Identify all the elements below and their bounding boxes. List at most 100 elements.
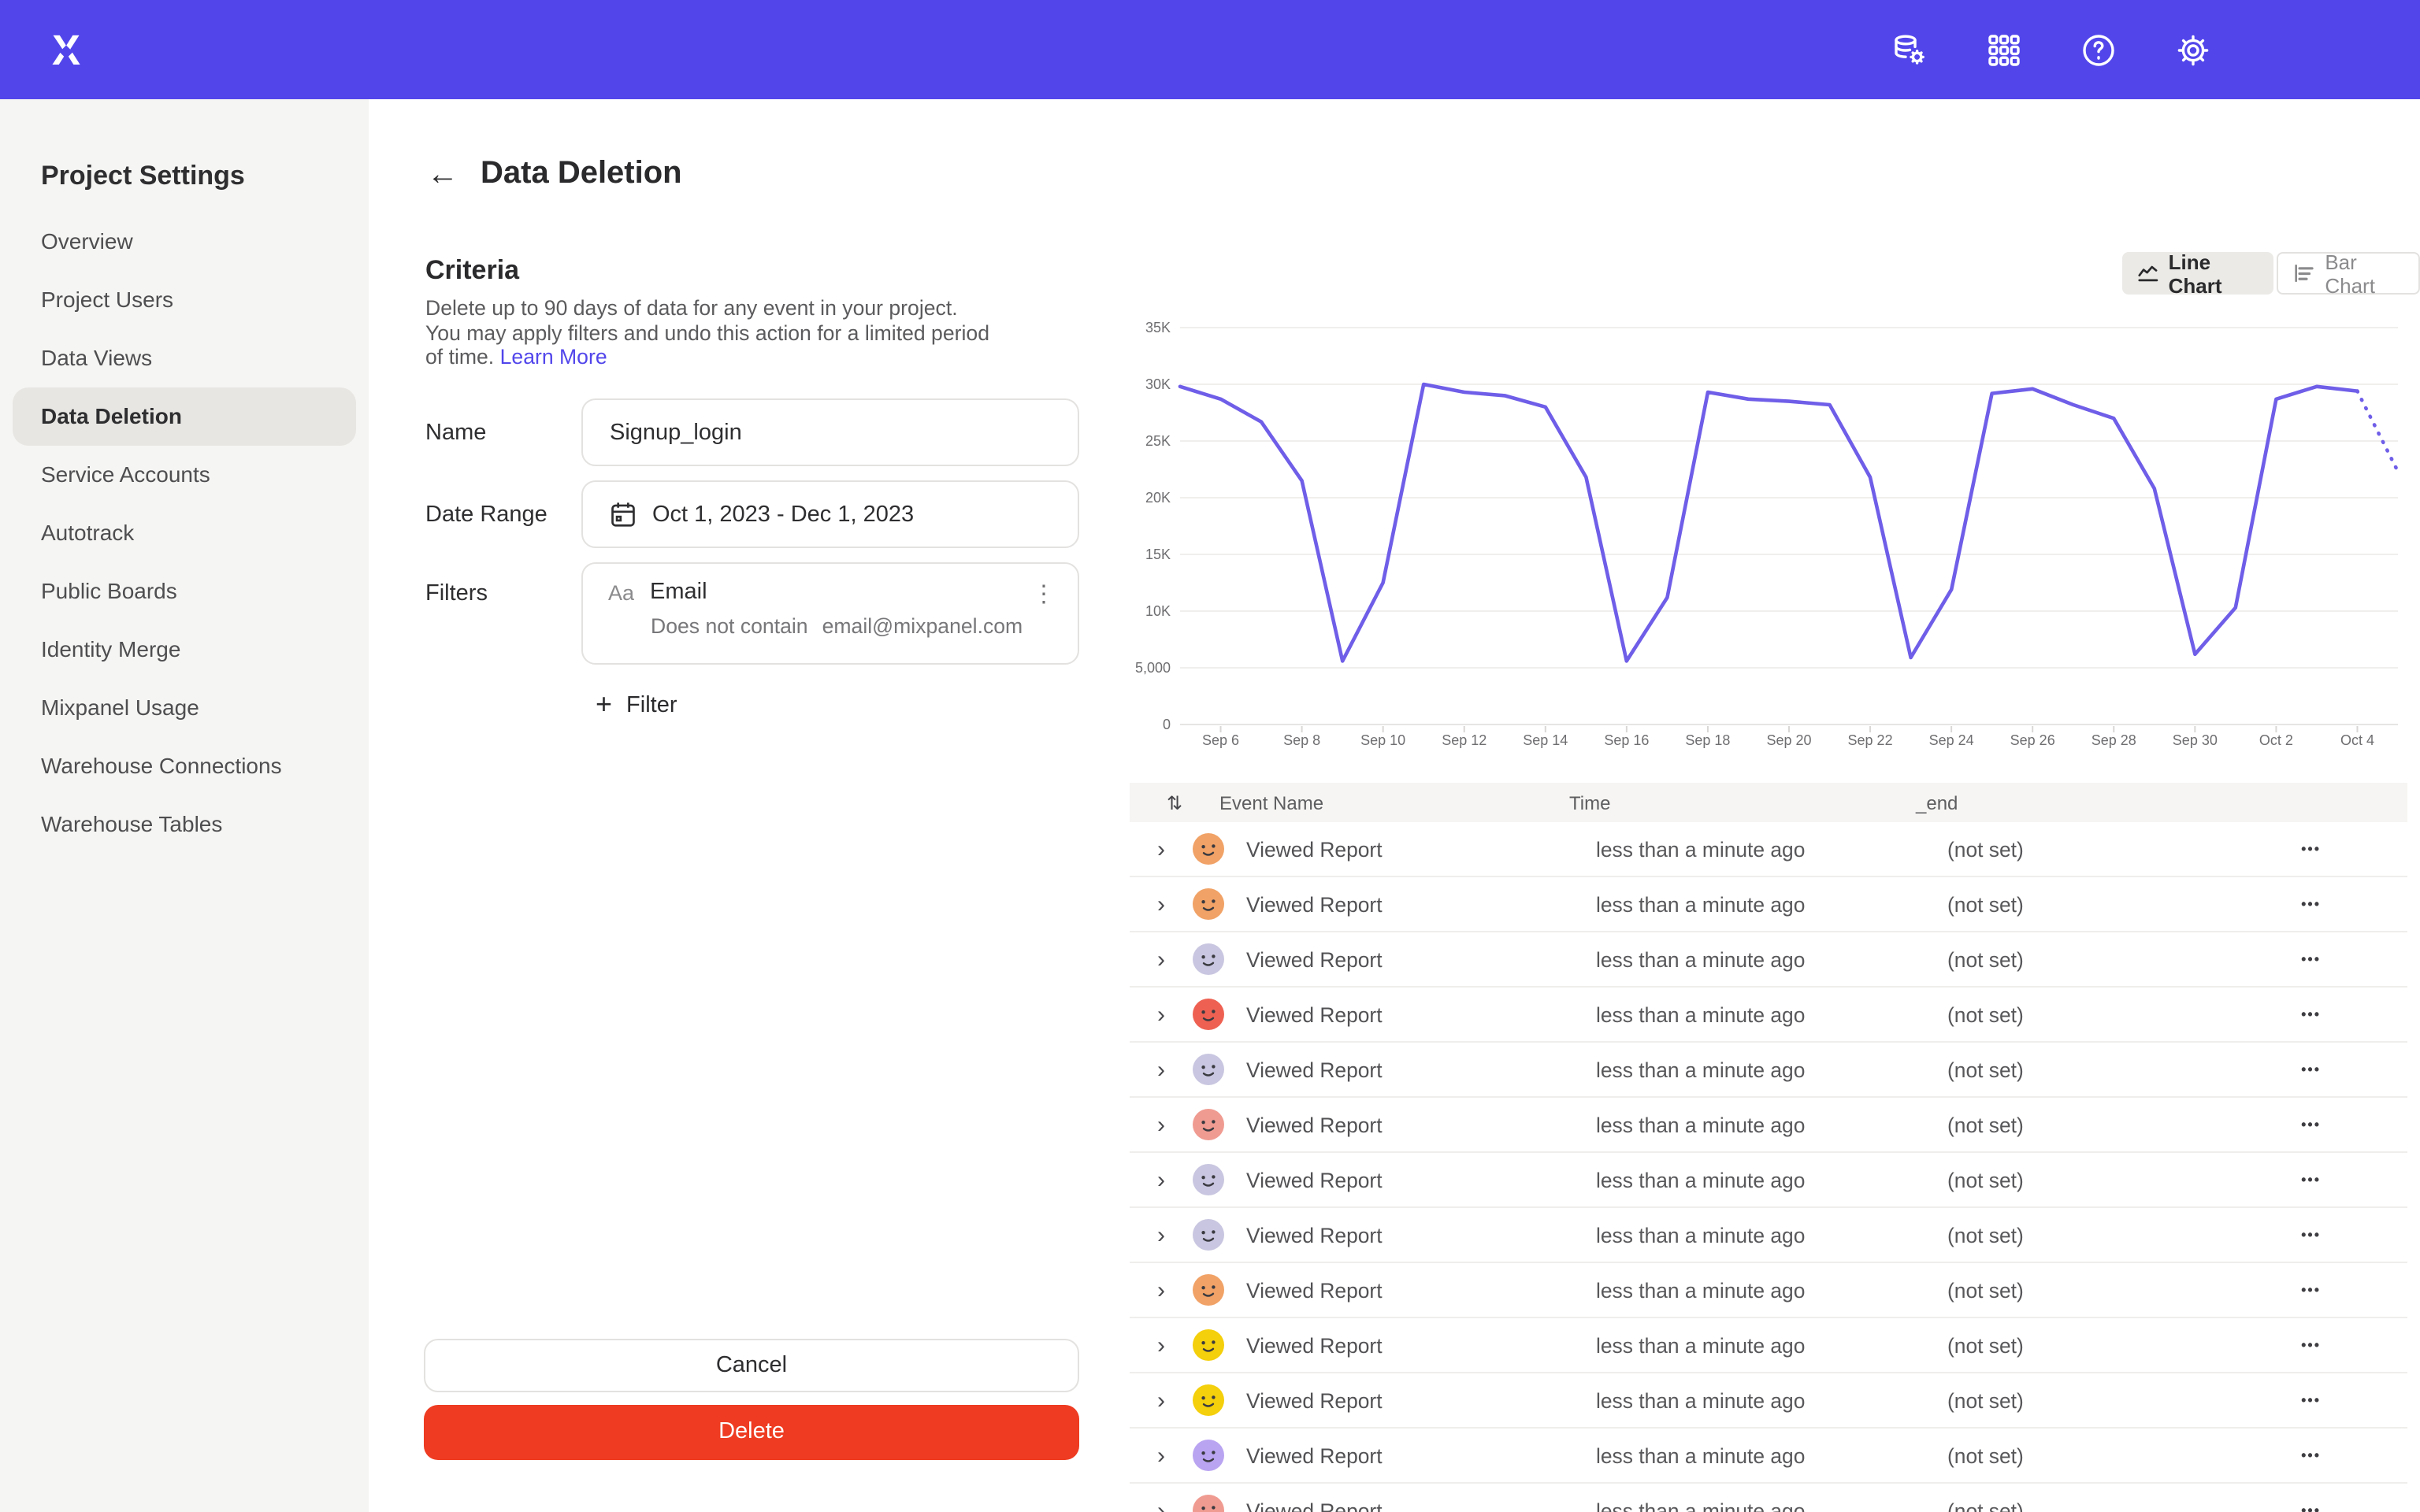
name-input[interactable] bbox=[610, 420, 1051, 445]
sidebar-item-warehouse-connections[interactable]: Warehouse Connections bbox=[41, 753, 282, 778]
filter-value[interactable]: email@mixpanel.com bbox=[822, 614, 1023, 638]
filter-kebab-icon[interactable]: ⋮ bbox=[1032, 581, 1056, 608]
filter-row: Aa Email ⋮ bbox=[583, 580, 1078, 608]
table-row[interactable]: › Viewed Report less than a minute ago (not… bbox=[1130, 877, 2407, 932]
time-cell: less than a minute ago bbox=[1596, 1223, 1806, 1247]
add-filter-button[interactable]: + Filter bbox=[596, 688, 677, 721]
row-kebab-icon[interactable]: ••• bbox=[2301, 1282, 2321, 1298]
row-expand-chevron-icon[interactable]: › bbox=[1157, 1497, 1165, 1512]
line-chart-toggle[interactable]: Line Chart bbox=[2122, 250, 2274, 297]
bar-chart-label: Bar Chart bbox=[2325, 250, 2375, 297]
table-row[interactable]: › Viewed Report less than a minute ago (not… bbox=[1130, 988, 2407, 1043]
end-cell: (not set) bbox=[1947, 1278, 2024, 1302]
line-chart-icon bbox=[2138, 265, 2158, 282]
apps-grid-icon[interactable] bbox=[1985, 31, 2023, 69]
top-bar: X bbox=[0, 0, 2420, 99]
table-row[interactable]: › Viewed Report less than a minute ago (not… bbox=[1130, 1098, 2407, 1153]
row-expand-chevron-icon[interactable]: › bbox=[1157, 1111, 1165, 1138]
sidebar-item-mixpanel-usage[interactable]: Mixpanel Usage bbox=[41, 695, 199, 720]
data-management-icon[interactable] bbox=[1891, 31, 1928, 69]
column-time[interactable]: Time bbox=[1569, 791, 1611, 813]
row-expand-chevron-icon[interactable]: › bbox=[1157, 1332, 1165, 1358]
back-arrow-icon[interactable]: ← bbox=[427, 158, 458, 192]
sidebar-item-data-views[interactable]: Data Views bbox=[41, 345, 153, 370]
time-cell: less than a minute ago bbox=[1596, 1499, 1806, 1512]
row-kebab-icon[interactable]: ••• bbox=[2301, 896, 2321, 912]
row-kebab-icon[interactable]: ••• bbox=[2301, 1172, 2321, 1188]
user-avatar bbox=[1193, 943, 1224, 975]
user-avatar bbox=[1193, 1274, 1224, 1306]
row-expand-chevron-icon[interactable]: › bbox=[1157, 1001, 1165, 1028]
row-kebab-icon[interactable]: ••• bbox=[2301, 1337, 2321, 1353]
events-line-chart[interactable]: 0 5,000 10K 15K 20K 25K 30K 35K Sep 6 Sep 8 Sep 10… bbox=[1130, 312, 2407, 753]
date-range-field[interactable]: Oct 1, 2023 - Dec 1, 2023 bbox=[581, 480, 1079, 548]
event-name-cell: Viewed Report bbox=[1246, 837, 1383, 861]
time-cell: less than a minute ago bbox=[1596, 1058, 1806, 1081]
event-name-cell: Viewed Report bbox=[1246, 1333, 1383, 1357]
row-expand-chevron-icon[interactable]: › bbox=[1157, 1166, 1165, 1193]
row-expand-chevron-icon[interactable]: › bbox=[1157, 1387, 1165, 1414]
row-kebab-icon[interactable]: ••• bbox=[2301, 841, 2321, 857]
sidebar: Project Settings Overview Project Users Da… bbox=[0, 99, 369, 1512]
filter-property[interactable]: Email bbox=[650, 580, 707, 605]
row-expand-chevron-icon[interactable]: › bbox=[1157, 1221, 1165, 1248]
table-row[interactable]: › Viewed Report less than a minute ago (not… bbox=[1130, 1484, 2407, 1512]
event-name-cell: Viewed Report bbox=[1246, 1499, 1383, 1512]
row-kebab-icon[interactable]: ••• bbox=[2301, 1503, 2321, 1512]
sidebar-item-identity-merge[interactable]: Identity Merge bbox=[41, 636, 181, 662]
sidebar-item-overview[interactable]: Overview bbox=[41, 228, 133, 254]
table-row[interactable]: › Viewed Report less than a minute ago (not… bbox=[1130, 932, 2407, 988]
event-name-cell: Viewed Report bbox=[1246, 1278, 1383, 1302]
row-expand-chevron-icon[interactable]: › bbox=[1157, 1442, 1165, 1469]
svg-text:Sep 6: Sep 6 bbox=[1202, 732, 1239, 748]
end-cell: (not set) bbox=[1947, 892, 2024, 916]
table-row[interactable]: › Viewed Report less than a minute ago (not… bbox=[1130, 1208, 2407, 1263]
row-kebab-icon[interactable]: ••• bbox=[2301, 1062, 2321, 1077]
row-kebab-icon[interactable]: ••• bbox=[2301, 1006, 2321, 1022]
bar-chart-toggle[interactable]: Bar Chart bbox=[2277, 250, 2420, 297]
row-kebab-icon[interactable]: ••• bbox=[2301, 951, 2321, 967]
column-end[interactable]: _end bbox=[1916, 791, 1958, 813]
row-kebab-icon[interactable]: ••• bbox=[2301, 1392, 2321, 1408]
row-expand-chevron-icon[interactable]: › bbox=[1157, 891, 1165, 917]
time-cell: less than a minute ago bbox=[1596, 1168, 1806, 1191]
sidebar-item-project-users[interactable]: Project Users bbox=[41, 287, 174, 312]
row-kebab-icon[interactable]: ••• bbox=[2301, 1117, 2321, 1132]
table-row[interactable]: › Viewed Report less than a minute ago (not… bbox=[1130, 1043, 2407, 1098]
table-row[interactable]: › Viewed Report less than a minute ago (not… bbox=[1130, 1263, 2407, 1318]
row-kebab-icon[interactable]: ••• bbox=[2301, 1227, 2321, 1243]
svg-text:Sep 18: Sep 18 bbox=[1685, 732, 1730, 748]
delete-button[interactable]: Delete bbox=[424, 1405, 1079, 1460]
sidebar-item-autotrack[interactable]: Autotrack bbox=[41, 520, 135, 545]
row-expand-chevron-icon[interactable]: › bbox=[1157, 946, 1165, 973]
sidebar-item-public-boards[interactable]: Public Boards bbox=[41, 578, 177, 603]
end-cell: (not set) bbox=[1947, 1223, 2024, 1247]
sidebar-item-warehouse-tables[interactable]: Warehouse Tables bbox=[41, 811, 223, 836]
row-expand-chevron-icon[interactable]: › bbox=[1157, 836, 1165, 862]
table-row[interactable]: › Viewed Report less than a minute ago (not… bbox=[1130, 1318, 2407, 1373]
settings-gear-icon[interactable] bbox=[2174, 31, 2212, 69]
help-icon[interactable] bbox=[2080, 31, 2118, 69]
learn-more-link[interactable]: Learn More bbox=[499, 345, 607, 369]
sidebar-item-data-deletion[interactable]: Data Deletion bbox=[13, 387, 356, 446]
filter-card[interactable]: Aa Email ⋮ Does not contain email@mixpane… bbox=[581, 562, 1079, 665]
cancel-button[interactable]: Cancel bbox=[424, 1339, 1079, 1392]
table-row[interactable]: › Viewed Report less than a minute ago (not… bbox=[1130, 1373, 2407, 1429]
svg-text:Oct 2: Oct 2 bbox=[2259, 732, 2293, 748]
column-event-name[interactable]: Event Name bbox=[1219, 791, 1324, 813]
sort-icon[interactable]: ⇅ bbox=[1166, 791, 1183, 813]
row-expand-chevron-icon[interactable]: › bbox=[1157, 1056, 1165, 1083]
sidebar-item-service-accounts[interactable]: Service Accounts bbox=[41, 461, 210, 487]
filter-condition[interactable]: Does not contain email@mixpanel.com bbox=[651, 614, 1078, 638]
filter-operator[interactable]: Does not contain bbox=[651, 614, 808, 638]
event-name-cell: Viewed Report bbox=[1246, 1113, 1383, 1136]
table-row[interactable]: › Viewed Report less than a minute ago (not… bbox=[1130, 1153, 2407, 1208]
mixpanel-logo-icon[interactable]: X bbox=[43, 27, 90, 74]
name-field[interactable] bbox=[581, 398, 1079, 466]
table-row[interactable]: › Viewed Report less than a minute ago (not… bbox=[1130, 822, 2407, 877]
user-avatar bbox=[1193, 1109, 1224, 1140]
row-expand-chevron-icon[interactable]: › bbox=[1157, 1277, 1165, 1303]
table-row[interactable]: › Viewed Report less than a minute ago (not… bbox=[1130, 1429, 2407, 1484]
row-kebab-icon[interactable]: ••• bbox=[2301, 1447, 2321, 1463]
time-cell: less than a minute ago bbox=[1596, 947, 1806, 971]
